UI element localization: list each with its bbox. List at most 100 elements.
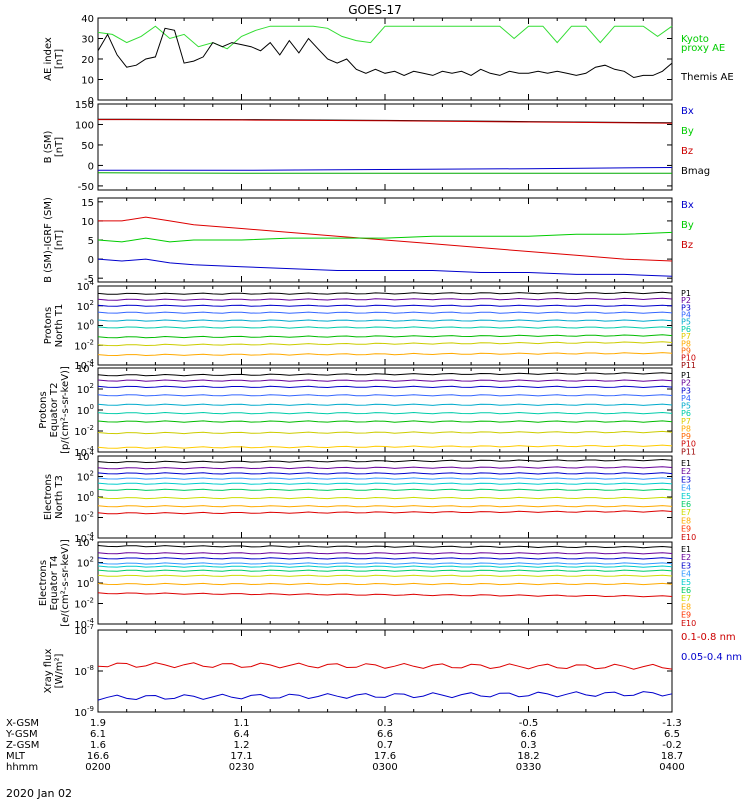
footer-value: 1.1 — [234, 718, 250, 729]
legend-label: P10 — [681, 440, 696, 449]
legend-label: P4 — [681, 394, 691, 403]
y-axis-label: Equator T2 — [49, 383, 60, 438]
legend-label: E1 — [681, 459, 691, 468]
legend-label: E2 — [681, 553, 691, 562]
footer-row-label: hhmm — [6, 762, 38, 773]
legend-label: P5 — [681, 402, 691, 411]
legend-label: Bmag — [681, 166, 710, 177]
footer-value: 0.3 — [521, 740, 537, 751]
series-line-p2 — [97, 379, 673, 382]
series-line-e4 — [97, 562, 673, 565]
series-line-p1 — [97, 372, 673, 377]
y-tick-label: 102 — [77, 299, 94, 313]
legend-label: Bx — [681, 106, 694, 117]
y-axis-label: North T3 — [54, 475, 65, 519]
legend-label: E7 — [681, 508, 691, 517]
series-line-0-05-0-4-nm — [97, 691, 673, 701]
footer-value: 0.7 — [377, 740, 393, 751]
y-tick-label: 10 — [81, 217, 94, 228]
y-tick-label: 0 — [88, 255, 94, 266]
series-line-p1 — [97, 291, 673, 295]
footer-value: 0200 — [85, 762, 110, 773]
series-line-e1 — [97, 545, 673, 549]
footer-row-label: MLT — [6, 751, 26, 762]
series-line-themis-ae — [97, 27, 673, 79]
y-axis-label: Protons — [43, 307, 54, 344]
y-tick-label: 30 — [81, 35, 94, 46]
series-line-p3 — [97, 304, 673, 307]
legend-label: P3 — [681, 386, 691, 395]
series-line-p7 — [97, 334, 673, 339]
legend-label: proxy AE — [681, 43, 725, 54]
series-line-e5 — [97, 565, 673, 568]
y-tick-label: 104 — [77, 361, 95, 375]
panel-frame — [97, 103, 673, 191]
y-tick-label: 40 — [81, 14, 94, 25]
legend-label: E4 — [681, 570, 691, 579]
legend-label: P2 — [681, 379, 691, 388]
series-line-bx — [97, 258, 673, 277]
footer-value: 6.4 — [234, 729, 250, 740]
legend-label: E9 — [681, 611, 691, 620]
legend-label: P1 — [681, 371, 691, 380]
legend-label: E5 — [681, 492, 691, 501]
legend-label: P6 — [681, 409, 691, 418]
series-line-by — [97, 231, 673, 243]
series-line-e3 — [97, 557, 673, 560]
footer-value: 0330 — [516, 762, 541, 773]
series-line-e6 — [97, 488, 673, 491]
legend-label: Themis AE — [680, 72, 734, 83]
y-tick-label: 0 — [88, 96, 94, 107]
legend-label: E8 — [681, 602, 691, 611]
legend-label: P11 — [681, 447, 696, 456]
y-tick-label: 102 — [77, 470, 94, 484]
series-line-bz — [97, 119, 673, 124]
y-axis-label: Xray flux — [43, 649, 54, 694]
y-tick-label: 10-9 — [74, 705, 94, 719]
series-line-e6 — [97, 569, 673, 572]
series-line-e7 — [97, 574, 673, 577]
series-line-e9 — [97, 510, 673, 515]
series-line-e4 — [97, 477, 673, 480]
footer-row-label: Z-GSM — [6, 740, 39, 751]
y-tick-label: 10-2 — [74, 338, 94, 352]
series-line-e8 — [97, 505, 673, 508]
date-label: 2020 Jan 02 — [6, 787, 72, 800]
legend-label: E3 — [681, 561, 691, 570]
legend-label: E5 — [681, 578, 691, 587]
y-tick-label: -50 — [78, 182, 94, 193]
legend-label: P1 — [681, 289, 691, 298]
y-tick-label: 10-8 — [74, 664, 94, 678]
legend-label: P3 — [681, 303, 691, 312]
legend-label: P7 — [681, 417, 691, 426]
footer-value: 0230 — [229, 762, 254, 773]
y-tick-label: 15 — [81, 198, 94, 209]
legend-label: 0.05-0.4 nm — [681, 652, 742, 663]
y-axis-label: AE index — [43, 37, 54, 81]
series-line-p5 — [97, 403, 673, 406]
y-axis-label: B (SM)-IGRF (SM) — [43, 197, 54, 283]
footer-value: 16.6 — [87, 751, 109, 762]
footer-value: 1.9 — [90, 718, 106, 729]
series-line-e2 — [97, 552, 673, 555]
legend-label: E7 — [681, 594, 691, 603]
footer-value: -0.2 — [662, 740, 682, 751]
y-tick-label: 100 — [77, 490, 94, 504]
y-tick-label: 10-2 — [74, 597, 94, 611]
series-line-p8 — [97, 430, 673, 435]
legend-label: P11 — [681, 361, 696, 370]
y-axis-label: [W/m²] — [54, 653, 65, 688]
series-line-bz — [98, 216, 673, 262]
y-axis-label: [e/(cm²-s-sr-keV)] — [60, 539, 71, 627]
series-line-e2 — [97, 466, 673, 470]
y-axis-label: Equator T4 — [49, 556, 60, 611]
legend-label: E4 — [681, 484, 691, 493]
footer-value: 6.5 — [664, 729, 680, 740]
legend-label: P8 — [681, 424, 691, 433]
series-line-e7 — [97, 496, 673, 500]
y-tick-label: 10 — [81, 76, 94, 87]
series-line-e5 — [97, 482, 673, 485]
